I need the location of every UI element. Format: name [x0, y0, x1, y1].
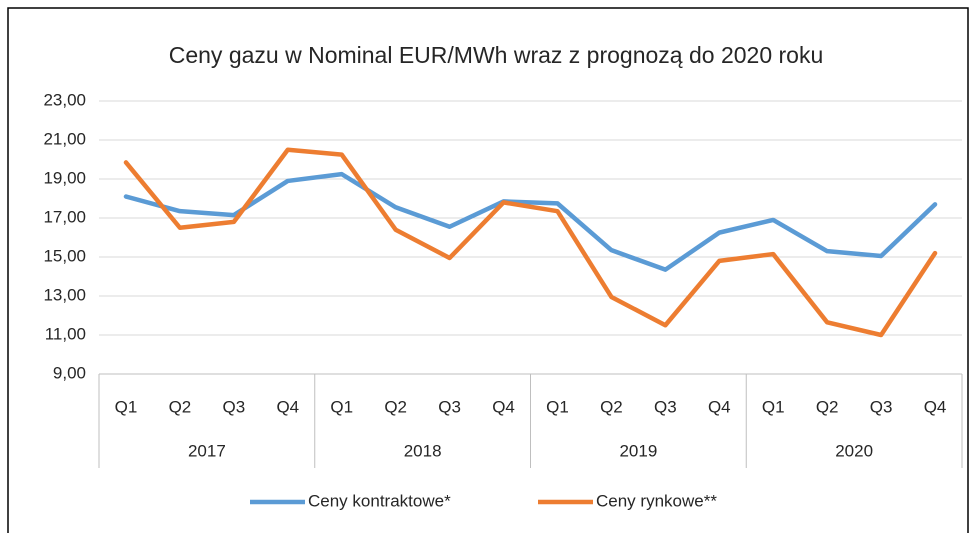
- x-tick-label: Q2: [816, 397, 839, 416]
- x-tick-label: Q1: [762, 397, 785, 416]
- y-tick-label: 13,00: [43, 285, 86, 304]
- x-tick-label: Q3: [870, 397, 893, 416]
- legend-label: Ceny kontraktowe*: [308, 491, 451, 510]
- chart-border: [7, 7, 969, 533]
- x-tick-label: Q3: [223, 397, 246, 416]
- y-tick-label: 19,00: [43, 168, 86, 187]
- x-group-label: 2017: [188, 441, 226, 460]
- x-tick-label: Q3: [654, 397, 677, 416]
- y-tick-label: 21,00: [43, 129, 86, 148]
- x-tick-label: Q3: [438, 397, 461, 416]
- y-tick-label: 15,00: [43, 246, 86, 265]
- y-tick-label: 11,00: [45, 324, 86, 343]
- x-group-label: 2019: [619, 441, 657, 460]
- y-tick-label: 23,00: [43, 90, 86, 109]
- x-tick-label: Q4: [924, 397, 947, 416]
- x-tick-label: Q4: [276, 397, 299, 416]
- chart-title: Ceny gazu w Nominal EUR/MWh wraz z progn…: [169, 42, 824, 68]
- legend-label: Ceny rynkowe**: [596, 491, 717, 510]
- x-tick-label: Q1: [115, 397, 138, 416]
- x-group-label: 2020: [835, 441, 873, 460]
- x-tick-label: Q1: [546, 397, 569, 416]
- y-tick-label: 9,00: [53, 363, 86, 382]
- x-tick-label: Q4: [492, 397, 515, 416]
- x-group-label: 2018: [404, 441, 442, 460]
- series-line: [123, 171, 938, 272]
- x-tick-label: Q2: [384, 397, 407, 416]
- x-tick-label: Q1: [330, 397, 353, 416]
- x-tick-label: Q4: [708, 397, 731, 416]
- x-tick-label: Q2: [600, 397, 623, 416]
- y-tick-label: 17,00: [43, 207, 86, 226]
- x-tick-label: Q2: [169, 397, 192, 416]
- series-line: [123, 147, 938, 338]
